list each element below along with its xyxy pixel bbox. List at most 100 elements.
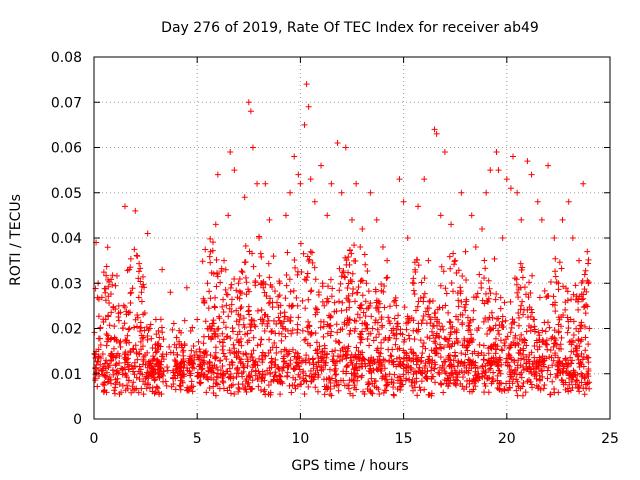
data-point	[464, 378, 470, 385]
data-point	[307, 367, 314, 374]
data-point	[548, 335, 555, 342]
data-point	[236, 386, 243, 393]
data-point	[153, 384, 160, 391]
data-point	[127, 264, 134, 271]
data-point	[578, 379, 585, 386]
data-point	[544, 375, 551, 382]
data-point	[196, 379, 203, 386]
data-point	[581, 286, 588, 293]
data-point	[273, 320, 280, 327]
data-point	[277, 373, 284, 380]
data-point	[384, 274, 391, 281]
data-point	[220, 319, 227, 326]
data-point	[516, 336, 523, 343]
data-point	[501, 342, 508, 349]
data-point	[556, 359, 563, 366]
data-point	[523, 360, 530, 367]
data-point	[225, 212, 232, 219]
data-point	[262, 391, 269, 398]
data-point	[511, 370, 518, 377]
x-tick-label: 10	[291, 431, 309, 447]
data-point	[515, 294, 522, 301]
data-point	[518, 331, 525, 338]
data-point	[367, 300, 374, 307]
data-point	[373, 216, 380, 223]
data-point	[262, 311, 269, 318]
data-point	[466, 388, 473, 395]
data-point	[118, 365, 125, 372]
data-point	[252, 361, 259, 368]
x-tick-label: 0	[90, 431, 99, 447]
data-point	[104, 379, 111, 386]
data-point	[486, 285, 493, 292]
data-point	[330, 353, 337, 360]
data-point	[359, 357, 366, 364]
data-point	[515, 309, 522, 316]
data-point	[479, 225, 486, 232]
data-point	[131, 324, 138, 331]
data-point	[364, 325, 371, 332]
data-point	[130, 368, 137, 375]
data-point	[438, 345, 445, 352]
data-point	[362, 320, 369, 327]
data-point	[195, 338, 202, 345]
data-point	[480, 356, 487, 363]
data-point	[312, 276, 319, 283]
data-point	[268, 378, 275, 385]
data-point	[564, 385, 571, 392]
data-point	[496, 367, 503, 374]
data-point	[307, 288, 314, 295]
data-point	[242, 274, 249, 281]
data-point	[576, 388, 583, 395]
data-point	[515, 341, 522, 348]
data-point	[227, 390, 234, 397]
data-point	[585, 359, 592, 366]
data-point	[144, 349, 151, 356]
data-point	[249, 250, 256, 257]
data-point	[496, 379, 503, 386]
data-point	[520, 379, 527, 386]
data-point	[585, 366, 592, 372]
data-point	[220, 385, 227, 392]
data-point	[213, 283, 220, 290]
data-point	[359, 225, 366, 232]
data-point	[577, 322, 584, 329]
data-point	[483, 375, 490, 382]
data-point	[271, 288, 278, 295]
data-point	[550, 293, 557, 300]
data-point	[197, 362, 204, 369]
data-point	[518, 266, 525, 273]
data-point	[315, 371, 322, 378]
data-point	[356, 333, 363, 340]
data-point	[174, 352, 181, 359]
data-point	[468, 338, 475, 345]
data-point	[201, 299, 208, 306]
data-point	[277, 391, 284, 398]
data-point	[158, 371, 165, 378]
data-point	[419, 317, 426, 324]
data-point	[531, 328, 538, 335]
data-point	[213, 380, 220, 387]
data-point	[367, 189, 374, 196]
data-point	[252, 279, 259, 286]
data-point	[369, 380, 376, 387]
data-point	[400, 365, 407, 372]
data-point	[167, 349, 174, 356]
data-point	[562, 379, 569, 386]
data-point	[145, 326, 152, 333]
data-point	[466, 319, 473, 326]
data-point	[567, 316, 574, 323]
data-point	[347, 354, 354, 361]
data-point	[365, 367, 372, 374]
data-point	[497, 337, 504, 344]
data-point	[414, 392, 421, 399]
data-point	[453, 369, 460, 376]
data-point	[272, 369, 279, 376]
data-point	[369, 390, 376, 397]
data-point	[236, 276, 243, 283]
data-point	[370, 356, 377, 363]
data-point	[134, 312, 141, 319]
data-point	[578, 291, 585, 298]
data-point	[238, 268, 245, 275]
data-point	[487, 290, 494, 297]
